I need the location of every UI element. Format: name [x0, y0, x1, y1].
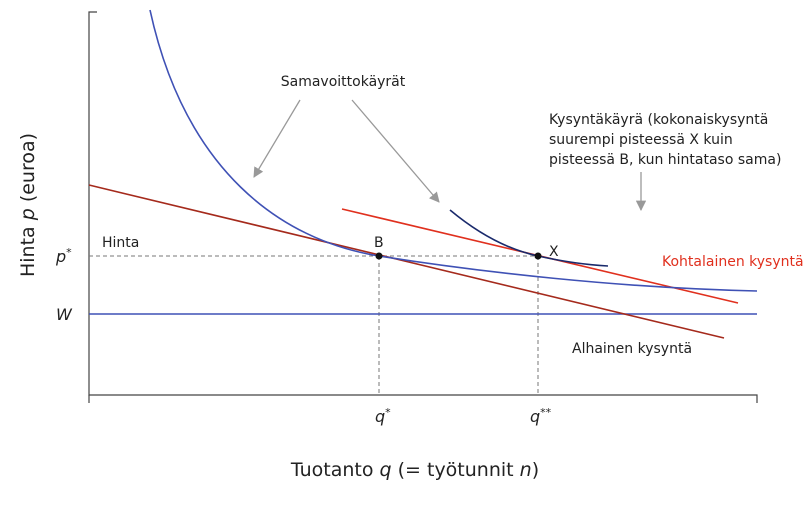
demand-annotation: suurempi pisteessä X kuin	[549, 132, 733, 148]
axes	[88, 11, 758, 403]
x-tick-label: q*	[375, 406, 391, 426]
point-x	[534, 252, 542, 260]
guides	[89, 255, 539, 395]
curve-label: Alhainen kysyntä	[572, 341, 692, 357]
isoprofit-curve-low	[149, 9, 758, 292]
y-tick-label: W	[56, 305, 73, 324]
point-label: X	[549, 244, 559, 260]
isoprofit-curve-high	[449, 209, 609, 267]
low-demand-curve	[88, 184, 725, 339]
price-label: Hinta	[102, 235, 139, 251]
point-label: B	[374, 235, 384, 251]
x-tick-label: q**	[530, 406, 552, 426]
arrows	[253, 99, 647, 212]
y-axis-label: Hinta p (euroa)	[17, 133, 39, 277]
curve-label: Kohtalainen kysyntä	[662, 254, 804, 270]
x-axis-label: Tuotanto q (= työtunnit n)	[290, 459, 539, 481]
demand-annotation: pisteessä B, kun hintataso sama)	[549, 152, 781, 168]
demand-annotation: Kysyntäkäyrä (kokonaiskysyntä	[549, 112, 768, 128]
point-b	[375, 252, 383, 260]
isoprofit-annotation: Samavoittokäyrät	[281, 74, 406, 90]
y-tick-label: p*	[55, 246, 72, 266]
